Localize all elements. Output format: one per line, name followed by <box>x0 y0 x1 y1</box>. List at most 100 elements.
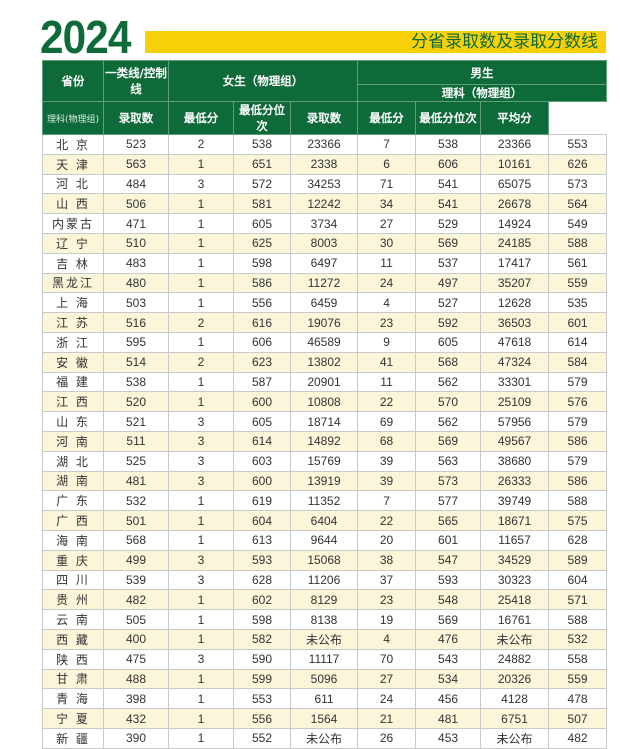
table-row: 贵 州 482 1 602 8129 23 548 25418 571 <box>42 589 608 611</box>
table-row: 江 西 520 1 600 10808 22 570 25109 576 <box>42 391 608 413</box>
cell-male-count: 41 <box>357 351 417 373</box>
cell-female-rank: 10808 <box>289 391 359 413</box>
cell-female-rank: 11352 <box>289 490 359 512</box>
cell-female-min: 582 <box>233 628 291 650</box>
cell-control-line: 525 <box>103 450 169 472</box>
cell-female-count: 1 <box>168 668 234 690</box>
cell-male-count: 69 <box>357 411 417 432</box>
cell-female-count: 1 <box>168 510 234 531</box>
cell-control-line: 481 <box>103 470 169 492</box>
cell-male-count: 22 <box>357 391 417 413</box>
table-row: 广 东 532 1 619 11352 7 577 39749 588 <box>42 490 608 512</box>
cell-female-count: 1 <box>168 688 234 710</box>
cell-male-min: 497 <box>415 272 482 294</box>
header-male-sub: 理科（物理组） <box>357 84 608 102</box>
cell-male-avg: 628 <box>548 529 608 551</box>
cell-female-min: 600 <box>233 391 291 413</box>
cell-male-avg: 482 <box>548 727 608 749</box>
cell-male-avg: 604 <box>548 569 608 591</box>
cell-male-min: 534 <box>415 668 482 690</box>
cell-male-rank: 未公布 <box>480 727 550 749</box>
cell-male-rank: 57956 <box>480 411 550 432</box>
header-province: 省份 <box>42 60 104 102</box>
cell-female-count: 1 <box>168 529 234 551</box>
cell-control-line: 595 <box>103 331 169 353</box>
cell-province: 西 藏 <box>42 628 104 650</box>
cell-female-min: 602 <box>233 589 291 611</box>
cell-control-line: 539 <box>103 569 169 591</box>
cell-male-avg: 561 <box>548 252 608 274</box>
cell-male-min: 601 <box>415 529 482 551</box>
cell-female-count: 1 <box>168 193 234 215</box>
cell-male-rank: 10161 <box>480 153 550 175</box>
cell-female-count: 1 <box>168 213 234 234</box>
cell-female-rank: 3734 <box>289 213 359 234</box>
cell-male-count: 27 <box>357 213 417 234</box>
cell-female-rank: 6497 <box>289 252 359 274</box>
cell-male-count: 37 <box>357 569 417 591</box>
cell-female-min: 556 <box>233 708 291 729</box>
cell-male-count: 70 <box>357 648 417 670</box>
cell-female-count: 2 <box>168 351 234 373</box>
cell-male-count: 7 <box>357 490 417 512</box>
cell-female-min: 625 <box>233 232 291 254</box>
cell-control-line: 568 <box>103 529 169 551</box>
cell-male-avg: 588 <box>548 609 608 630</box>
cell-female-min: 581 <box>233 193 291 215</box>
cell-male-min: 453 <box>415 727 482 749</box>
header-male: 男生 <box>357 60 608 85</box>
cell-female-rank: 18714 <box>289 411 359 432</box>
cell-female-rank: 46589 <box>289 331 359 353</box>
cell-female-min: 593 <box>233 549 291 571</box>
cell-female-min: 598 <box>233 609 291 630</box>
table-row: 海 南 568 1 613 9644 20 601 11657 628 <box>42 529 608 551</box>
cell-province: 甘 肃 <box>42 668 104 690</box>
table-row: 天 津 563 1 651 2338 6 606 10161 626 <box>42 153 608 175</box>
cell-male-count: 20 <box>357 529 417 551</box>
cell-province: 山 西 <box>42 193 104 215</box>
cell-female-rank: 23366 <box>289 134 359 155</box>
cell-female-count: 1 <box>168 232 234 254</box>
cell-control-line: 471 <box>103 213 169 234</box>
table-row: 广 西 501 1 604 6404 22 565 18671 575 <box>42 510 608 531</box>
cell-control-line: 563 <box>103 153 169 175</box>
cell-male-rank: 26333 <box>480 470 550 492</box>
cell-male-min: 541 <box>415 173 482 195</box>
table-row: 陕 西 475 3 590 11117 70 543 24882 558 <box>42 648 608 670</box>
cell-male-rank: 35207 <box>480 272 550 294</box>
table-row: 北 京 523 2 538 23366 7 538 23366 553 <box>42 134 608 155</box>
table-row: 河 北 484 3 572 34253 71 541 65075 573 <box>42 173 608 195</box>
cell-male-avg: 614 <box>548 331 608 353</box>
cell-male-rank: 34529 <box>480 549 550 571</box>
cell-female-min: 616 <box>233 312 291 333</box>
admission-table: 省份 一类线/控制线 女生（物理组） 男生 理科（物理组） 理科(物理组) 录取… <box>42 60 608 749</box>
cell-male-rank: 14924 <box>480 213 550 234</box>
cell-female-count: 1 <box>168 252 234 274</box>
cell-female-min: 623 <box>233 351 291 373</box>
cell-male-rank: 33301 <box>480 371 550 393</box>
cell-province: 四 川 <box>42 569 104 591</box>
cell-female-rank: 6459 <box>289 292 359 314</box>
cell-province: 江 西 <box>42 391 104 413</box>
cell-female-min: 606 <box>233 331 291 353</box>
table-row: 安 徽 514 2 623 13802 41 568 47324 584 <box>42 351 608 373</box>
header-m-min: 最低分 <box>357 101 417 135</box>
cell-male-count: 7 <box>357 134 417 155</box>
header-f-count: 录取数 <box>103 101 169 135</box>
cell-male-count: 23 <box>357 312 417 333</box>
cell-female-count: 3 <box>168 411 234 432</box>
cell-female-min: 590 <box>233 648 291 670</box>
cell-province: 新 疆 <box>42 727 104 749</box>
cell-male-rank: 18671 <box>480 510 550 531</box>
cell-male-rank: 47324 <box>480 351 550 373</box>
cell-female-rank: 11117 <box>289 648 359 670</box>
cell-control-line: 503 <box>103 292 169 314</box>
cell-province: 湖 南 <box>42 470 104 492</box>
cell-province: 吉 林 <box>42 252 104 274</box>
cell-male-min: 537 <box>415 252 482 274</box>
cell-male-avg: 575 <box>548 510 608 531</box>
cell-province: 北 京 <box>42 134 104 155</box>
cell-male-rank: 65075 <box>480 173 550 195</box>
cell-female-min: 619 <box>233 490 291 512</box>
cell-control-line: 488 <box>103 668 169 690</box>
